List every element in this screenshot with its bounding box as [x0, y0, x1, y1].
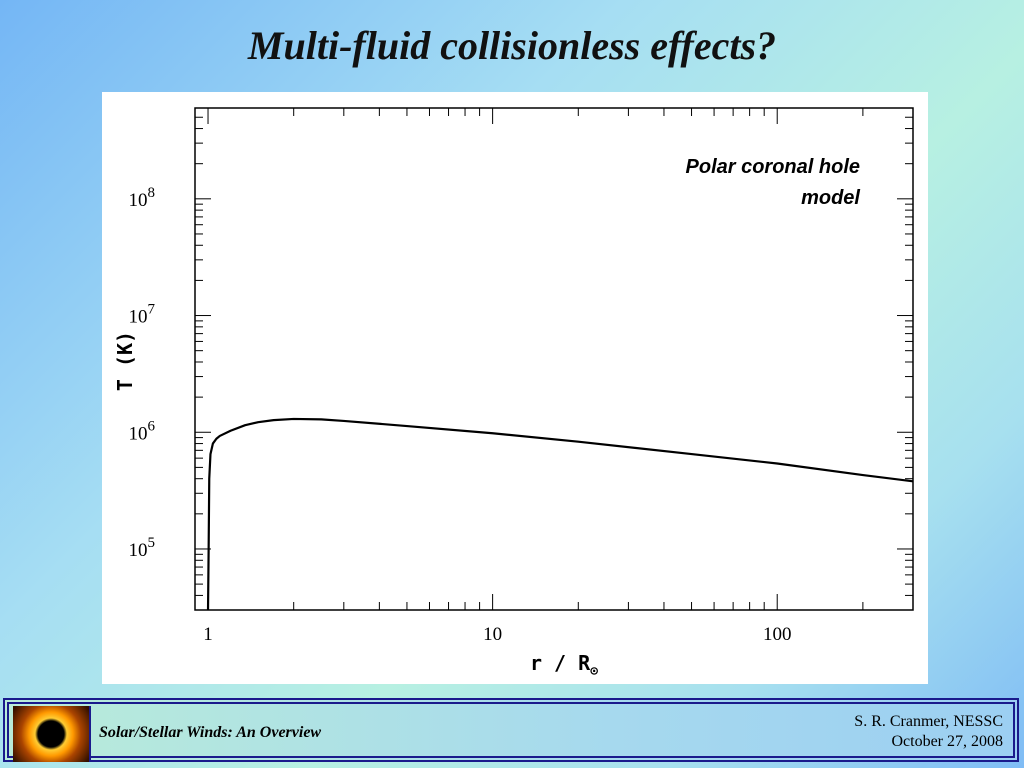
temperature-curve	[206, 417, 913, 610]
solar-eclipse-logo	[13, 706, 91, 762]
footer-frame: Solar/Stellar Winds: An Overview S. R. C…	[7, 702, 1015, 762]
y-tick-label: 108	[129, 185, 156, 211]
x-tick-label: 1	[203, 624, 213, 645]
footer-title: Solar/Stellar Winds: An Overview	[99, 724, 322, 741]
y-tick-label: 106	[129, 418, 156, 444]
slide-title: Multi-fluid collisionless effects?	[247, 23, 777, 68]
footer-author: S. R. Cranmer, NESSC	[854, 713, 1003, 730]
y-tick-label: 107	[129, 302, 156, 328]
chart-annotation-line: model	[801, 187, 860, 209]
x-tick-label: 100	[763, 624, 792, 645]
footer-date: October 27, 2008	[891, 733, 1003, 750]
y-tick-label: 105	[129, 535, 156, 561]
temperature-chart: 1 10 100 105 106 107 108 r / R⊙ T (K) Polar coron…	[113, 107, 914, 679]
y-axis-label: T (K)	[113, 331, 137, 391]
footer-bar: Solar/Stellar Winds: An Overview S. R. C…	[3, 698, 1019, 762]
x-axis-label: r / R⊙	[530, 651, 598, 679]
x-tick-label: 10	[483, 624, 502, 645]
chart-annotation-line: Polar coronal hole	[686, 156, 860, 178]
plot-frame	[194, 107, 914, 611]
plot-panel: 1 10 100 105 106 107 108 r / R⊙ T (K) Polar coron…	[102, 92, 928, 684]
footer-credit: S. R. Cranmer, NESSC October 27, 2008	[854, 712, 1003, 752]
